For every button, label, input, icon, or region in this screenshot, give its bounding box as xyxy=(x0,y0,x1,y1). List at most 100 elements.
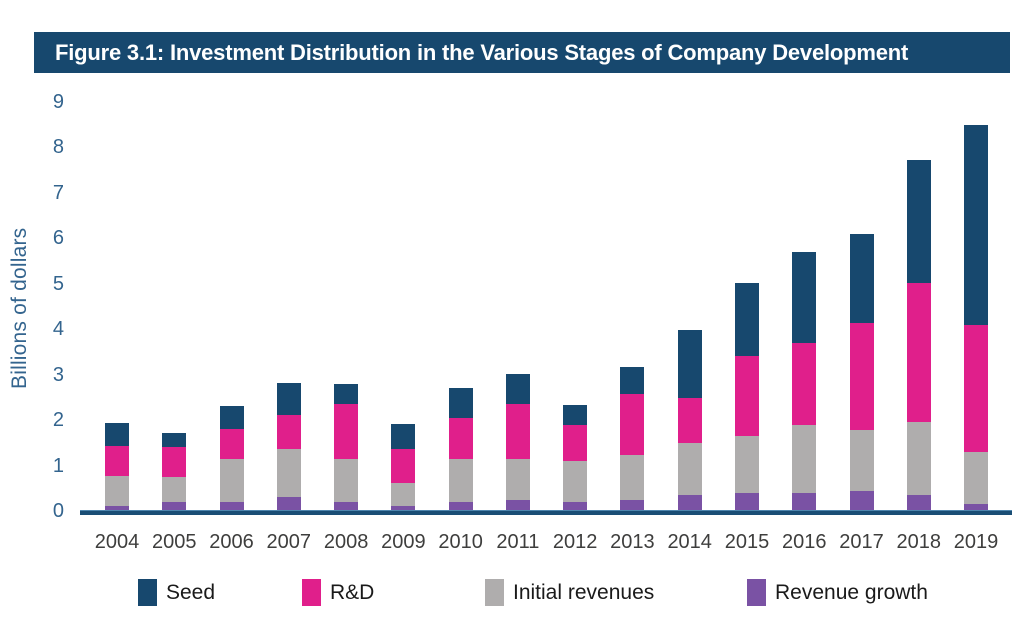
segment-2011-seed xyxy=(505,374,530,404)
segment-2012-seed xyxy=(563,405,588,425)
segment-2012-initial-revenues xyxy=(563,461,588,502)
bar-2010 xyxy=(448,388,473,511)
segment-2014-r-d xyxy=(677,398,702,443)
bar-2006 xyxy=(219,406,244,511)
segment-2014-initial-revenues xyxy=(677,443,702,495)
legend-label: Revenue growth xyxy=(775,580,928,604)
y-tick-7: 7 xyxy=(52,181,64,204)
segment-2018-initial-revenues xyxy=(906,422,931,495)
segment-2017-initial-revenues xyxy=(849,430,874,491)
legend-item-revenue-growth: Revenue growth xyxy=(747,579,928,606)
bar-2008 xyxy=(334,384,359,511)
segment-2017-seed xyxy=(849,234,874,323)
y-tick-9: 9 xyxy=(52,91,64,113)
segment-2007-r-d xyxy=(276,415,301,449)
legend-swatch xyxy=(747,579,766,606)
segment-2009-initial-revenues xyxy=(391,483,416,506)
segment-2016-revenue-growth xyxy=(792,493,817,511)
x-tick-2019: 2019 xyxy=(953,531,999,553)
x-tick-2016: 2016 xyxy=(781,531,827,553)
segment-2006-seed xyxy=(219,406,244,429)
segment-2006-r-d xyxy=(219,429,244,459)
y-tick-0: 0 xyxy=(52,500,64,522)
x-tick-2007: 2007 xyxy=(266,531,312,553)
segment-2005-seed xyxy=(162,433,187,447)
legend-swatch xyxy=(138,579,157,606)
segment-2017-revenue-growth xyxy=(849,491,874,511)
legend-swatch xyxy=(485,579,504,606)
y-tick-8: 8 xyxy=(52,136,64,159)
segment-2004-initial-revenues xyxy=(105,476,129,506)
legend-label: R&D xyxy=(330,580,375,604)
x-tick-2012: 2012 xyxy=(552,531,598,553)
segment-2004-seed xyxy=(105,423,129,446)
segment-2015-revenue-growth xyxy=(734,493,759,511)
x-tick-2010: 2010 xyxy=(438,531,483,553)
segment-2013-seed xyxy=(620,367,645,394)
bar-2019 xyxy=(964,125,989,511)
y-tick-2: 2 xyxy=(52,409,64,432)
bar-2018 xyxy=(906,160,931,511)
segment-2010-revenue-growth xyxy=(448,502,473,511)
segment-2016-r-d xyxy=(792,343,817,425)
segment-2010-seed xyxy=(448,388,473,418)
segment-2011-initial-revenues xyxy=(505,459,530,500)
bar-2016 xyxy=(792,252,817,511)
x-tick-2017: 2017 xyxy=(839,531,884,553)
segment-2018-revenue-growth xyxy=(906,495,931,511)
segment-2010-initial-revenues xyxy=(448,459,473,502)
segment-2004-r-d xyxy=(105,446,129,476)
y-tick-1: 1 xyxy=(52,454,64,477)
segment-2012-revenue-growth xyxy=(563,502,588,511)
segment-2009-revenue-growth xyxy=(391,506,416,511)
segment-2013-r-d xyxy=(620,394,645,455)
segment-2015-r-d xyxy=(734,356,759,436)
bar-2017 xyxy=(849,234,874,511)
legend-label: Seed xyxy=(166,580,216,604)
y-tick-4: 4 xyxy=(52,318,64,341)
bar-2011 xyxy=(505,374,530,511)
segment-2009-r-d xyxy=(391,449,416,483)
segment-2006-revenue-growth xyxy=(219,502,244,511)
segment-2018-r-d xyxy=(906,283,931,422)
legend-item-seed: Seed xyxy=(138,579,215,606)
x-axis-line xyxy=(80,510,1012,515)
x-tick-2018: 2018 xyxy=(896,531,942,553)
segment-2012-r-d xyxy=(563,425,588,461)
y-tick-5: 5 xyxy=(52,272,64,295)
bar-2015 xyxy=(734,283,759,511)
legend-label: Initial revenues xyxy=(513,580,655,604)
figure-title-banner: Figure 3.1: Investment Distribution in t… xyxy=(34,32,1010,73)
x-tick-2011: 2011 xyxy=(496,531,540,553)
segment-2013-initial-revenues xyxy=(620,455,645,500)
x-tick-2009: 2009 xyxy=(381,531,426,553)
segment-2014-revenue-growth xyxy=(677,495,702,511)
segment-2006-initial-revenues xyxy=(219,459,244,502)
segment-2007-seed xyxy=(276,383,301,415)
segment-2005-initial-revenues xyxy=(162,477,187,502)
figure-title: Figure 3.1: Investment Distribution in t… xyxy=(55,39,909,65)
x-tick-2015: 2015 xyxy=(724,531,770,553)
bar-2012 xyxy=(563,405,588,511)
segment-2011-r-d xyxy=(505,404,530,459)
segment-2017-r-d xyxy=(849,323,874,430)
segment-2008-initial-revenues xyxy=(334,459,359,502)
segment-2019-revenue-growth xyxy=(964,504,989,511)
segment-2011-revenue-growth xyxy=(505,500,530,511)
x-tick-2014: 2014 xyxy=(667,531,712,553)
x-tick-2005: 2005 xyxy=(152,531,197,553)
segment-2004-revenue-growth xyxy=(105,506,129,511)
segment-2008-seed xyxy=(334,384,359,404)
bar-2009 xyxy=(391,424,416,511)
segment-2015-seed xyxy=(734,283,759,356)
bar-2004 xyxy=(105,423,129,511)
segment-2019-r-d xyxy=(964,325,989,452)
segment-2008-r-d xyxy=(334,404,359,459)
segment-2016-initial-revenues xyxy=(792,425,817,493)
segment-2005-r-d xyxy=(162,447,187,477)
